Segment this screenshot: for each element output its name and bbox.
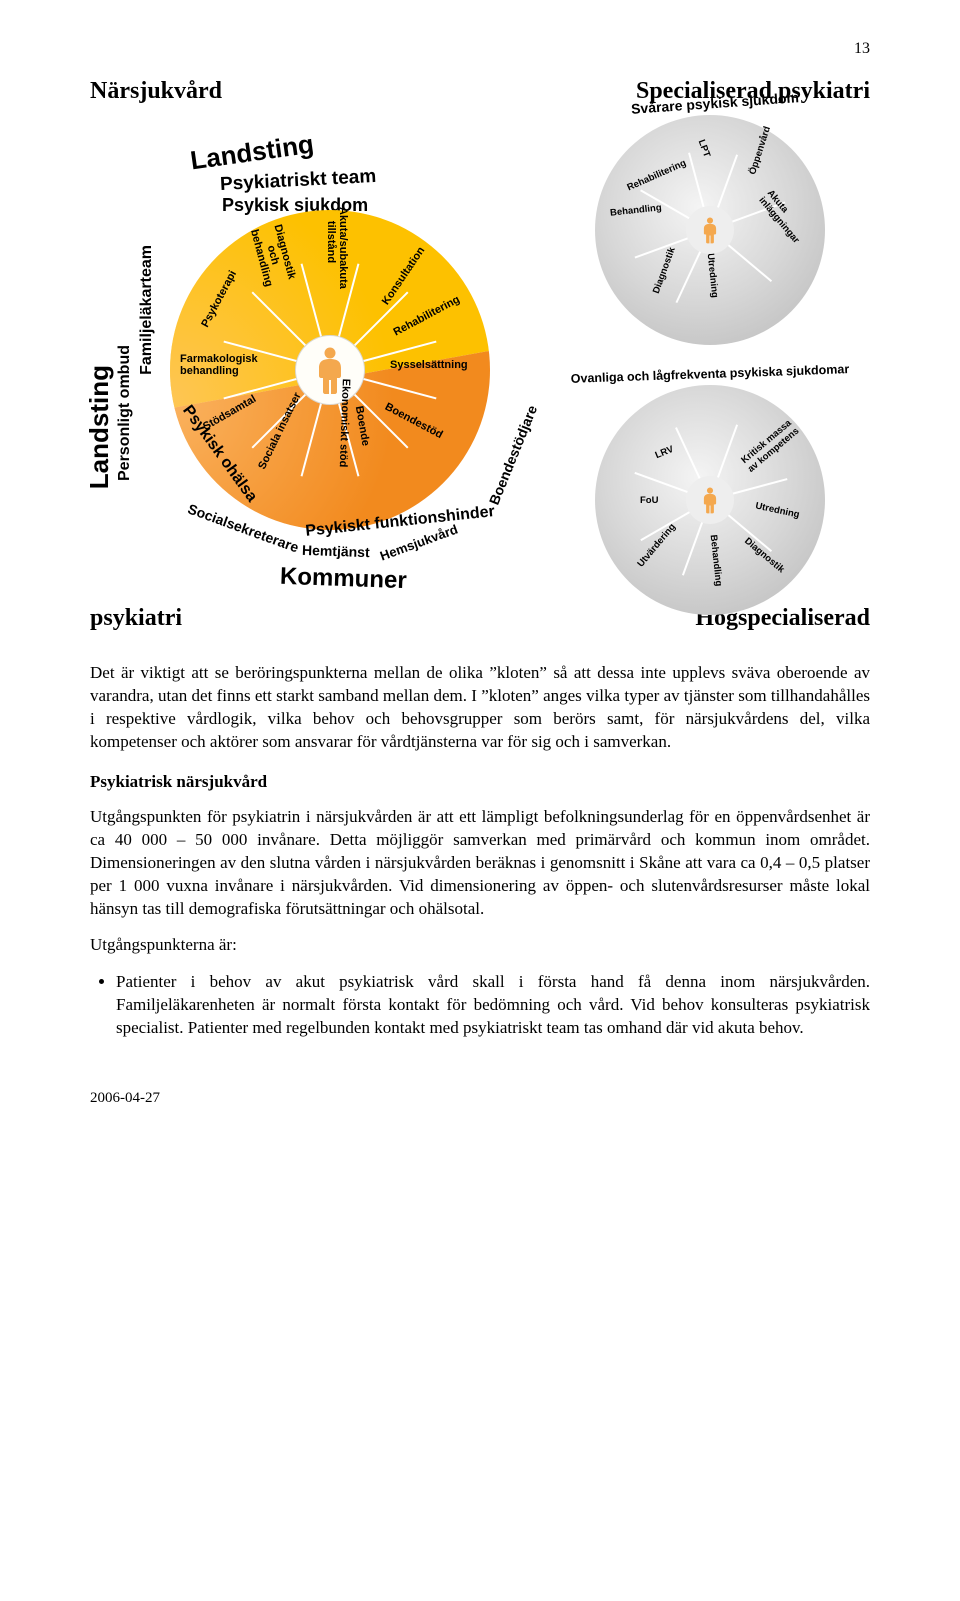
bottom-center-person-icon xyxy=(686,476,734,524)
bot-lbl-lrv: LRV xyxy=(654,444,676,461)
sector-syss: Sysselsättning xyxy=(390,359,468,371)
heading-psyk-narsjukvard: Psykiatrisk närsjukvård xyxy=(90,772,870,792)
arc-bottom-mid-3: Boendestödjare xyxy=(486,403,540,507)
outer-vertical-ombud: Personligt ombud xyxy=(116,345,134,481)
center-person-icon xyxy=(295,335,365,405)
para-1: Det är viktigt att se beröringspunkterna… xyxy=(90,662,870,754)
bot-lbl-kritisk: Kritisk massa av kompetens xyxy=(736,415,804,477)
top-lbl-lpt: LPT xyxy=(696,138,712,159)
left-diagram: Landsting Personligt ombud Familjeläkart… xyxy=(90,115,530,615)
bot-lbl-utred: Utredning xyxy=(754,500,800,520)
page-number: 13 xyxy=(90,40,870,58)
outer-vertical-landsting: Landsting xyxy=(84,365,115,489)
top-lbl-opp: Öppenvård xyxy=(747,125,773,176)
para-2: Utgångspunkten för psykiatrin i närsjukv… xyxy=(90,806,870,921)
arc-bottom-outer: Kommuner xyxy=(280,563,408,595)
top-lbl-akuta: Akuta inläggningar xyxy=(756,188,808,244)
bot-lbl-diag: Diagnostik xyxy=(742,536,786,576)
bottom-grey-circle: FoU LRV Kritisk massa av kompetens Utred… xyxy=(595,385,825,615)
sector-akuta: Akuta/subakuta tillstånd xyxy=(325,207,349,277)
outer-vertical-team: Familjeläkarteam xyxy=(138,245,156,375)
top-lbl-diag: Diagnostik xyxy=(651,246,678,295)
bot-lbl-beh: Behandling xyxy=(708,534,724,587)
top-center-person-icon xyxy=(686,206,734,254)
title-left: Närsjukvård xyxy=(90,78,222,105)
top-lbl-utred: Utredning xyxy=(705,253,721,299)
top-grey-circle: Behandling Rehabilitering LPT Öppenvård … xyxy=(595,115,825,345)
footer-date: 2006-04-27 xyxy=(90,1090,870,1107)
bullet-list: Patienter i behov av akut psykiatrisk vå… xyxy=(90,971,870,1040)
arc-bottom-mid-1: Hemtjänst xyxy=(302,542,370,560)
top-lbl-rehab: Rehabilitering xyxy=(626,158,688,194)
bottom-circle-arc-title: Ovanliga och lågfrekventa psykiska sjukd… xyxy=(565,362,855,386)
heading-utgangspunkterna: Utgångspunkterna är: xyxy=(90,934,870,957)
sector-farma: Farmakologisk behandling xyxy=(180,353,260,377)
bullet-1: Patienter i behov av akut psykiatrisk vå… xyxy=(116,971,870,1040)
bot-lbl-fou: FoU xyxy=(640,495,658,506)
arc-top-psyteam: Psykiatriskt team xyxy=(220,166,377,196)
top-lbl-behandling: Behandling xyxy=(610,202,663,218)
